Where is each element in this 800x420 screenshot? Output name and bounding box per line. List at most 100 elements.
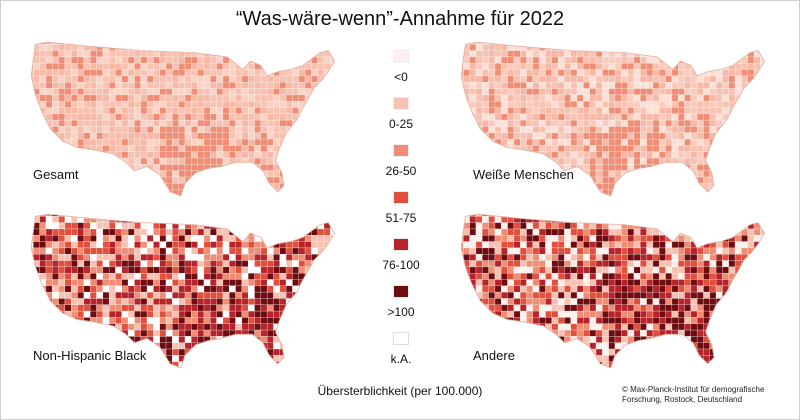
- county-cell: [89, 260, 97, 268]
- county-cell: [241, 189, 249, 196]
- county-cell: [652, 88, 660, 96]
- county-cell: [89, 214, 97, 217]
- county-cell: [172, 329, 179, 337]
- county-cell: [279, 151, 287, 159]
- county-cell: [146, 222, 154, 230]
- county-cell: [747, 304, 755, 312]
- county-cell: [463, 304, 470, 312]
- county-cell: [115, 138, 123, 146]
- county-cell: [178, 241, 186, 249]
- county-cell: [595, 216, 603, 223]
- county-cell: [463, 285, 470, 293]
- county-cell: [203, 317, 211, 324]
- county-cell: [298, 138, 306, 146]
- county-cell: [159, 113, 167, 121]
- county-cell: [532, 189, 540, 196]
- county-cell: [165, 69, 173, 77]
- county-cell: [538, 241, 546, 249]
- county-cell: [602, 119, 609, 127]
- county-cell: [747, 132, 755, 140]
- county-cell: [652, 279, 660, 287]
- county-cell: [203, 298, 211, 306]
- county-cell: [677, 304, 685, 312]
- county-cell: [665, 247, 673, 255]
- county-cell: [77, 222, 85, 230]
- county-cell: [31, 260, 34, 268]
- county-cell: [337, 82, 343, 88]
- county-cell: [583, 266, 590, 274]
- county-cell: [767, 158, 773, 164]
- county-cell: [71, 235, 78, 242]
- county-cell: [311, 44, 318, 51]
- county-cell: [608, 279, 616, 287]
- county-cell: [178, 145, 186, 152]
- county-cell: [83, 119, 91, 127]
- county-cell: [646, 63, 654, 70]
- county-cell: [191, 329, 198, 337]
- county-cell: [614, 50, 622, 58]
- county-cell: [159, 298, 167, 306]
- county-cell: [304, 63, 312, 70]
- county-cell: [684, 298, 692, 306]
- county-cell: [45, 157, 53, 165]
- county-cell: [216, 329, 224, 337]
- county-cell: [715, 138, 723, 146]
- county-cell: [210, 119, 217, 127]
- county-cell: [140, 69, 148, 77]
- county-cell: [254, 336, 262, 343]
- county-cell: [640, 113, 647, 121]
- county-cell: [627, 113, 635, 121]
- county-cell: [633, 214, 641, 217]
- county-cell: [45, 254, 53, 261]
- county-cell: [330, 317, 335, 324]
- county-cell: [216, 126, 224, 134]
- county-cell: [273, 94, 281, 102]
- county-cell: [570, 228, 578, 236]
- county-cell: [254, 107, 262, 115]
- county-cell: [52, 75, 59, 83]
- county-cell: [140, 310, 148, 318]
- county-cell: [210, 69, 217, 77]
- county-cell: [557, 291, 565, 299]
- county-cell: [172, 132, 179, 140]
- county-cell: [178, 132, 186, 140]
- county-cell: [273, 63, 281, 70]
- county-cell: [323, 285, 331, 293]
- county-cell: [115, 241, 123, 249]
- county-cell: [64, 329, 72, 337]
- county-cell: [197, 317, 205, 324]
- county-cell: [241, 241, 249, 249]
- county-cell: [134, 94, 141, 102]
- county-cell: [254, 189, 262, 196]
- county-cell: [96, 189, 104, 196]
- county-cell: [71, 138, 78, 146]
- county-cell: [665, 157, 673, 165]
- county-cell: [33, 298, 40, 306]
- county-cell: [247, 272, 255, 280]
- county-cell: [121, 279, 129, 287]
- county-cell: [469, 145, 477, 152]
- county-cell: [31, 126, 34, 134]
- county-cell: [33, 138, 40, 146]
- county-cell: [684, 151, 692, 159]
- county-cell: [254, 254, 262, 261]
- county-cell: [482, 329, 489, 337]
- county-cell: [734, 151, 742, 159]
- county-cell: [722, 42, 729, 45]
- county-cell: [279, 63, 287, 70]
- county-cell: [671, 126, 679, 134]
- county-cell: [235, 298, 243, 306]
- county-cell: [538, 329, 546, 337]
- county-cell: [39, 151, 47, 159]
- county-cell: [621, 260, 628, 268]
- county-cell: [564, 151, 571, 159]
- county-cell: [538, 317, 546, 324]
- county-cell: [317, 260, 325, 268]
- county-cell: [71, 266, 78, 274]
- county-cell: [52, 285, 59, 293]
- county-cell: [734, 216, 742, 223]
- county-cell: [77, 304, 85, 312]
- county-cell: [184, 42, 192, 45]
- county-cell: [273, 260, 281, 268]
- county-cell: [45, 216, 53, 223]
